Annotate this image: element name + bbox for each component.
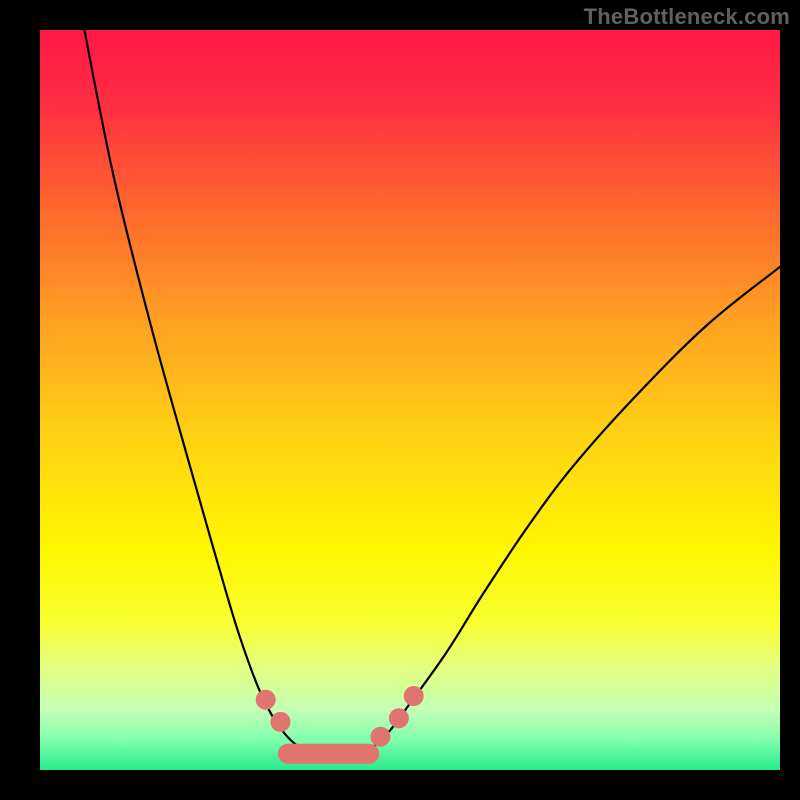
gradient-background <box>40 30 780 770</box>
marker-dot-0 <box>256 690 276 710</box>
plot-area <box>40 30 780 770</box>
marker-dot-2 <box>370 727 390 747</box>
marker-dot-4 <box>404 686 424 706</box>
marker-dot-1 <box>271 712 291 732</box>
chart-container: TheBottleneck.com <box>0 0 800 800</box>
marker-bottom-bar <box>278 744 379 764</box>
marker-dot-3 <box>389 708 409 728</box>
plot-svg <box>0 0 800 800</box>
watermark-text: TheBottleneck.com <box>584 4 790 30</box>
